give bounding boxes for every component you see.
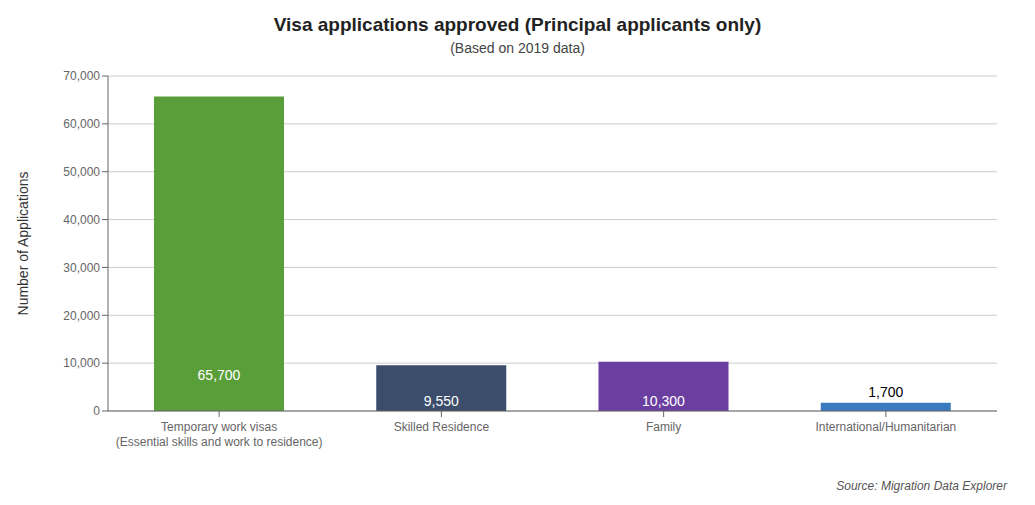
html-text:(Based on 2019 data): (Based on 2019 data): [450, 40, 585, 56]
svg-text:20,000: 20,000: [63, 309, 100, 323]
svg-text:10,000: 10,000: [63, 356, 100, 370]
html-text:Visa applications approved (Pr: Visa applications approved (Principal ap…: [273, 14, 762, 35]
svg-text:Family: Family: [646, 420, 681, 434]
svg-text:60,000: 60,000: [63, 117, 100, 131]
svg-text:65,700: 65,700: [198, 367, 241, 383]
svg-text:40,000: 40,000: [63, 213, 100, 227]
svg-text:9,550: 9,550: [424, 393, 459, 409]
svg-text:50,000: 50,000: [63, 165, 100, 179]
svg-text:1,700: 1,700: [868, 384, 903, 400]
svg-text:0: 0: [93, 404, 100, 418]
html-text:Source: Migration Data Explore: Source: Migration Data Explorer: [836, 479, 1007, 493]
svg-text:10,300: 10,300: [642, 393, 685, 409]
svg-text:Skilled Residence: Skilled Residence: [394, 420, 490, 434]
svg-text:Number of Applications: Number of Applications: [15, 172, 31, 316]
svg-text:30,000: 30,000: [63, 261, 100, 275]
svg-text:International/Humanitarian: International/Humanitarian: [816, 420, 957, 434]
svg-text:70,000: 70,000: [63, 69, 100, 83]
svg-text:Temporary work visas(Essential: Temporary work visas(Essential skills an…: [116, 420, 323, 449]
